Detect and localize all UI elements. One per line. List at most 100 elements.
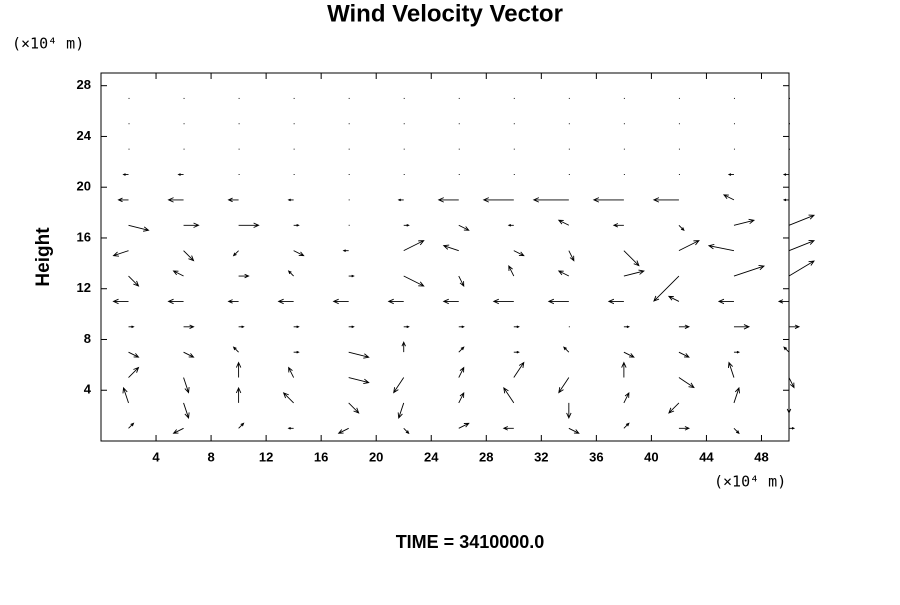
y-unit: (×10⁴ m) xyxy=(12,35,84,53)
wind-vector xyxy=(733,427,740,435)
x-tick-label: 28 xyxy=(479,449,493,464)
x-tick-label: 32 xyxy=(534,449,548,464)
y-axis-label: Height xyxy=(33,227,54,287)
x-tick-label: 4 xyxy=(152,449,160,464)
wind-vector xyxy=(458,366,465,378)
wind-vector xyxy=(678,224,685,232)
wind-vector xyxy=(403,223,410,227)
wind-vector xyxy=(653,275,680,302)
wind-vector xyxy=(177,173,184,176)
wind-vector xyxy=(623,325,630,329)
wind-vector xyxy=(397,198,404,202)
wind-vector xyxy=(568,250,575,262)
wind-vector xyxy=(442,244,459,252)
wind-vector xyxy=(678,324,691,330)
wind-vector xyxy=(401,341,406,353)
wind-vector xyxy=(112,298,129,305)
x-tick-label: 16 xyxy=(314,449,328,464)
wind-vector xyxy=(557,270,570,277)
wind-vector xyxy=(128,325,135,329)
wind-vector xyxy=(788,239,816,252)
wind-vector xyxy=(348,351,370,359)
wind-vector xyxy=(568,427,580,434)
wind-vector xyxy=(235,386,242,403)
y-tick-label: 8 xyxy=(84,331,91,346)
x-tick-label: 20 xyxy=(369,449,383,464)
wind-vector xyxy=(238,422,245,429)
wind-vector xyxy=(678,351,690,358)
wind-vector xyxy=(607,298,624,305)
wind-vector xyxy=(717,298,734,305)
wind-vector xyxy=(128,224,150,232)
wind-vector xyxy=(183,324,195,330)
wind-vector xyxy=(786,402,792,415)
wind-vector xyxy=(621,361,627,378)
wind-vector xyxy=(678,426,691,431)
x-tick-label: 40 xyxy=(644,449,658,464)
wind-vector xyxy=(393,377,405,394)
wind-vector xyxy=(507,223,514,227)
y-tick-label: 12 xyxy=(77,280,91,295)
wind-vector xyxy=(167,197,184,203)
wind-vector xyxy=(458,224,470,231)
wind-vector xyxy=(623,422,630,429)
wind-vector xyxy=(282,392,294,404)
x-tick-label: 8 xyxy=(207,449,214,464)
wind-vector xyxy=(782,173,789,176)
wind-vector xyxy=(183,351,195,358)
plot-frame xyxy=(100,72,790,442)
wind-vector xyxy=(502,426,514,431)
wind-vector xyxy=(227,299,239,304)
wind-vector xyxy=(293,250,305,257)
x-tick-label: 24 xyxy=(424,449,439,464)
wind-vector xyxy=(458,422,470,429)
wind-vector xyxy=(788,260,815,277)
wind-vector xyxy=(238,273,250,279)
wind-vector xyxy=(733,218,756,226)
wind-vector xyxy=(403,275,425,287)
wind-vector xyxy=(652,197,679,203)
wind-vector xyxy=(563,346,570,353)
wind-vector xyxy=(348,377,370,384)
wind-vector xyxy=(733,324,751,330)
wind-vector xyxy=(678,377,695,389)
y-tick-label: 16 xyxy=(77,229,91,244)
wind-vector xyxy=(789,426,796,430)
wind-vector xyxy=(332,298,349,305)
wind-vector xyxy=(733,265,766,277)
wind-vector xyxy=(513,361,525,378)
wind-vector xyxy=(287,198,294,202)
wind-vector xyxy=(387,298,404,305)
chart-title: Wind Velocity Vector xyxy=(327,0,563,27)
wind-vector xyxy=(112,250,129,257)
wind-vector xyxy=(172,270,184,277)
wind-vector xyxy=(442,298,459,305)
wind-vector xyxy=(117,197,129,203)
wind-vector xyxy=(513,325,520,329)
wind-vector xyxy=(122,386,129,404)
wind-vector xyxy=(183,377,190,394)
wind-vector xyxy=(348,402,360,414)
x-tick-label: 44 xyxy=(699,449,714,464)
wind-vector xyxy=(733,350,741,354)
wind-vector xyxy=(128,366,140,378)
wind-vector xyxy=(232,250,239,257)
wind-vector xyxy=(227,197,239,203)
wind-vector xyxy=(558,377,570,394)
wind-vector xyxy=(623,250,640,267)
wind-vector xyxy=(287,426,294,430)
wind-vector xyxy=(293,325,300,329)
wind-vector xyxy=(592,197,624,203)
wind-vector xyxy=(547,298,569,305)
wind-vector xyxy=(727,361,735,378)
wind-vector xyxy=(235,361,242,378)
wind-vector xyxy=(403,325,410,329)
wind-vector xyxy=(288,366,295,378)
wind-vector xyxy=(183,250,195,262)
wind-vector xyxy=(293,350,300,354)
wind-vector xyxy=(437,197,459,203)
wind-vector xyxy=(128,351,140,358)
y-tick-label: 4 xyxy=(84,382,92,397)
wind-vector xyxy=(532,197,569,203)
wind-vector xyxy=(668,402,680,414)
